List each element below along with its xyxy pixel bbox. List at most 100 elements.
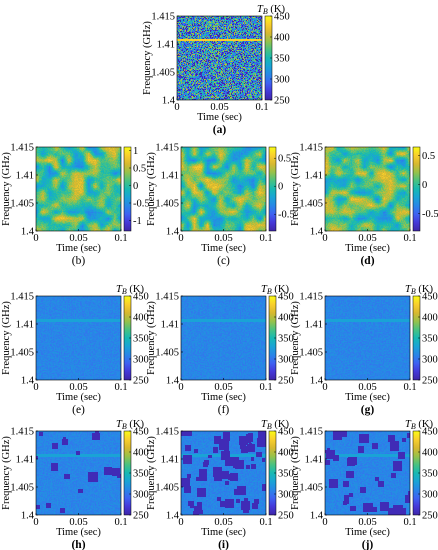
y-axis-label: Frequency (GHz): [290, 301, 301, 375]
x-tick-label: 0: [33, 517, 38, 528]
x-tick-label: 0: [174, 102, 179, 113]
y-tick-label: 1.41: [157, 40, 175, 51]
colorbar-tick-label: 450: [274, 12, 290, 23]
y-tick-label: 1.415: [299, 427, 323, 438]
colorbar-tick-label: 300: [133, 490, 149, 501]
colorbar-tick-label: 250: [133, 376, 149, 387]
colorbar-tick-label: 300: [274, 75, 290, 86]
y-tick-label: 1.415: [299, 143, 323, 154]
heatmap-g: [325, 296, 410, 380]
y-tick-label: 1.41: [161, 455, 179, 466]
panel-label: (e): [72, 404, 85, 416]
x-tick-label: 0.1: [259, 517, 272, 528]
x-tick-label: 0.05: [214, 517, 232, 528]
y-tick-label: 1.4: [166, 227, 180, 238]
colorbar-tick-label: 300: [422, 490, 438, 501]
colorbar-tick-label: 350: [422, 469, 438, 480]
heatmap-e: [36, 296, 121, 380]
colorbar-title: TB (K): [405, 284, 433, 296]
y-tick-label: 1.415: [10, 427, 34, 438]
y-tick-label: 1.4: [162, 96, 176, 107]
x-tick-label: 0.05: [69, 233, 87, 244]
x-tick-label: 0: [178, 233, 183, 244]
y-tick-label: 1.4: [21, 511, 35, 522]
colorbar-tick-label: 0: [133, 181, 138, 192]
y-tick-label: 1.41: [161, 171, 179, 182]
x-axis-label: Time (sec): [201, 527, 246, 538]
y-tick-label: 1.415: [10, 292, 34, 303]
colorbar-tick-label: 350: [133, 334, 149, 345]
panel-label: (i): [218, 539, 229, 550]
panel-label: (a): [213, 124, 227, 136]
panel-d: 0 0.05 0.1 1.4 1.405 1.41 1.415 Time (sec) Frequ…: [290, 143, 438, 268]
x-tick-label: 0.05: [358, 517, 376, 528]
colorbar-tick-label: 450: [278, 427, 294, 438]
panel-i: 0 0.05 0.1 1.4 1.405 1.41 1.415 Time (sec) Frequ…: [146, 419, 294, 550]
colorbar-tick-label: 450: [133, 292, 149, 303]
x-tick-label: 0.1: [114, 382, 127, 393]
colorbar-title: TB (K): [116, 284, 144, 296]
x-tick-label: 0: [178, 517, 183, 528]
y-axis-label: Frequency (GHz): [146, 152, 157, 226]
y-tick-label: 1.41: [305, 171, 323, 182]
colorbar-tick-label: 450: [422, 427, 438, 438]
panel-label: (g): [361, 404, 375, 416]
y-tick-label: 1.405: [10, 348, 34, 359]
panel-label: (d): [360, 255, 374, 267]
colorbar-tick-label: 350: [278, 469, 294, 480]
colorbar-tick-label: 0: [278, 182, 283, 193]
heatmap-a: [177, 16, 262, 100]
y-axis-label: Frequency (GHz): [1, 152, 12, 226]
x-tick-label: 0.1: [259, 382, 272, 393]
y-axis-label: Frequency (GHz): [290, 436, 301, 510]
x-axis-label: Time (sec): [345, 527, 390, 538]
y-tick-label: 1.4: [21, 376, 35, 387]
panel-b: 0 0.05 0.1 1.4 1.405 1.41 1.415 Time (sec) Frequ…: [1, 143, 150, 268]
y-axis-label: Frequency (GHz): [142, 21, 153, 95]
y-tick-label: 1.41: [16, 455, 34, 466]
y-tick-label: 1.4: [310, 227, 324, 238]
colorbar-title: TB (K): [261, 419, 289, 431]
heatmap-j: [325, 431, 410, 515]
x-tick-label: 0.05: [210, 102, 228, 113]
y-tick-label: 1.41: [16, 320, 34, 331]
colorbar-title: TB (K): [257, 4, 285, 16]
colorbar-tick-label: 250: [422, 376, 438, 387]
y-tick-label: 1.405: [155, 483, 179, 494]
x-axis-label: Time (sec): [201, 243, 246, 254]
colorbar-title: TB (K): [261, 284, 289, 296]
colorbar-d: [412, 146, 421, 232]
x-tick-label: 0.1: [259, 233, 272, 244]
x-tick-label: 0: [178, 382, 183, 393]
y-tick-label: 1.405: [299, 199, 323, 210]
panel-j: 0 0.05 0.1 1.4 1.405 1.41 1.415 Time (sec) Frequ…: [290, 419, 438, 550]
heatmap-h: [36, 431, 121, 515]
y-tick-label: 1.405: [299, 348, 323, 359]
y-tick-label: 1.405: [10, 483, 34, 494]
panel-label: (h): [71, 539, 85, 550]
colorbar-tick-label: 250: [422, 511, 438, 522]
x-tick-label: 0: [322, 233, 327, 244]
colorbar-tick-label: 0.5: [133, 164, 146, 175]
colorbar-tick-label: -0.5: [278, 210, 295, 221]
colorbar-tick-label: -0.5: [133, 199, 150, 210]
colorbar-tick-label: 350: [133, 469, 149, 480]
y-tick-label: 1.41: [161, 320, 179, 331]
colorbar-title: TB (K): [405, 419, 433, 431]
colorbar-tick-label: 250: [278, 376, 294, 387]
x-axis-label: Time (sec): [201, 392, 246, 403]
y-axis-label: Frequency (GHz): [1, 436, 12, 510]
colorbar-tick-label: 1: [133, 146, 138, 157]
colorbar-tick-label: 250: [133, 511, 149, 522]
colorbar-tick-label: 300: [133, 355, 149, 366]
x-tick-label: 0.05: [69, 382, 87, 393]
colorbar-tick-label: 0.5: [422, 151, 435, 162]
colorbar-b: [123, 146, 132, 232]
colorbar-c: [268, 146, 277, 232]
colorbar-tick-label: 400: [422, 448, 438, 459]
x-axis-label: Time (sec): [345, 392, 390, 403]
panel-e: 0 0.05 0.1 1.4 1.405 1.41 1.415 Time (sec) Frequ…: [1, 284, 149, 416]
x-tick-label: 0.05: [69, 517, 87, 528]
x-tick-label: 0.05: [214, 233, 232, 244]
